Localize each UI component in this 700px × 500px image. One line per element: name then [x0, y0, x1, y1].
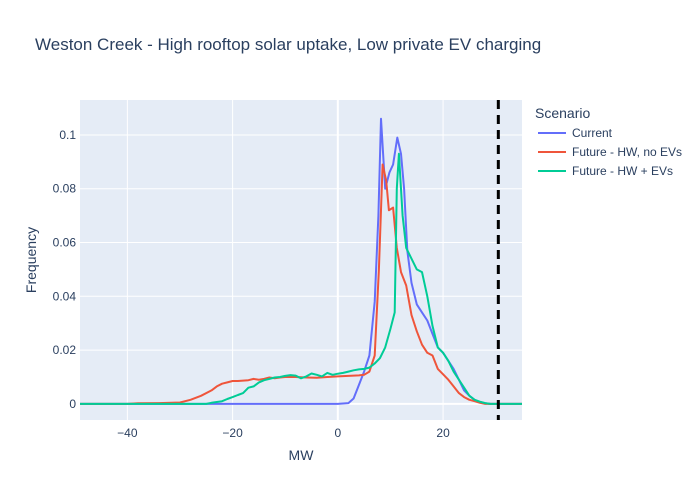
- series-layer: [80, 117, 522, 405]
- chart-title: Weston Creek - High rooftop solar uptake…: [35, 35, 541, 54]
- grid-layer: [80, 100, 522, 420]
- legend-items[interactable]: Current Future - HW, no EVs Future - HW + …: [538, 126, 682, 178]
- x-tick-label: 0: [334, 426, 341, 440]
- y-tick-label: 0.04: [53, 289, 77, 303]
- x-tick-label: −20: [222, 426, 243, 440]
- y-tick-label: 0.02: [53, 343, 77, 357]
- y-axis-title: Frequency: [23, 227, 39, 293]
- legend-item-3[interactable]: Future - HW + EVs: [538, 164, 673, 178]
- series-line-3: [80, 152, 522, 405]
- tick-label-layer: −40 −20 0 20 0 0.02 0.04 0.06 0.08 0.1: [53, 128, 450, 440]
- legend-item-1[interactable]: Current: [538, 126, 613, 140]
- legend-label: Future - HW + EVs: [572, 164, 673, 178]
- y-tick-label: 0.08: [53, 182, 77, 196]
- y-tick-label: 0.06: [53, 236, 77, 250]
- legend-item-2[interactable]: Future - HW, no EVs: [538, 145, 682, 159]
- legend-label: Current: [572, 126, 613, 140]
- legend-label: Future - HW, no EVs: [572, 145, 682, 159]
- y-tick-label: 0: [69, 397, 76, 411]
- x-tick-label: −40: [117, 426, 138, 440]
- legend[interactable]: Scenario Current Future - HW, no EVs Futur…: [535, 105, 682, 178]
- x-tick-label: 20: [436, 426, 450, 440]
- plot-background: [80, 100, 522, 420]
- x-axis-title: MW: [289, 447, 315, 463]
- y-tick-label: 0.1: [59, 128, 76, 142]
- legend-title: Scenario: [535, 105, 590, 121]
- series-line-2: [80, 163, 522, 405]
